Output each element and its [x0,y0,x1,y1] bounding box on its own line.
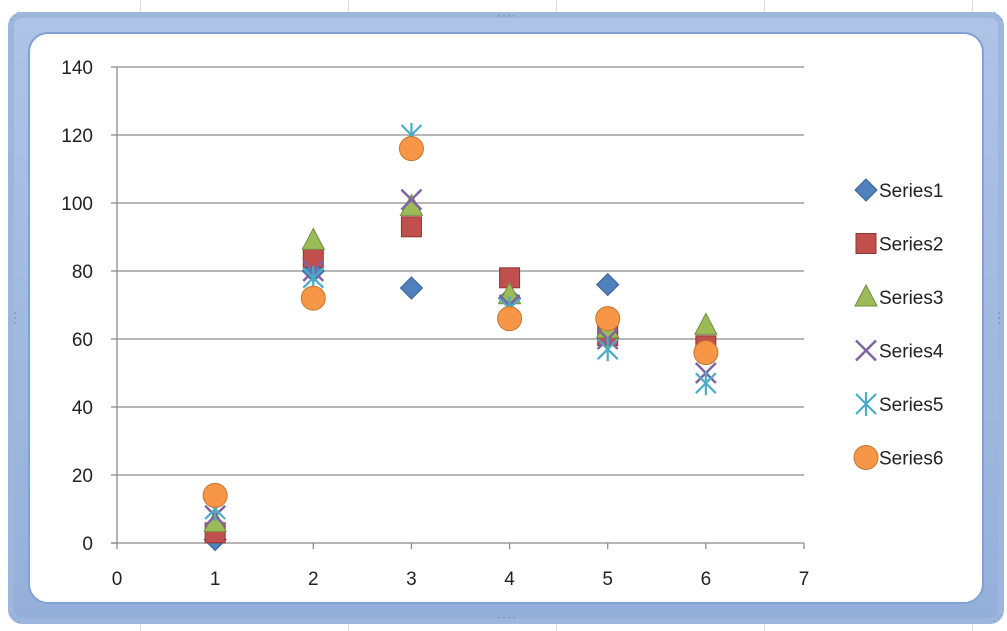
legend-marker [855,392,877,416]
x-tick-label: 3 [406,569,417,590]
legend: Series1 Series2 Series3 Series4 Series5 Serie… [853,178,944,470]
series-6-point [300,285,326,311]
legend-label: Series2 [879,235,943,256]
resize-handle-bottom-right[interactable]: ⋰ [993,613,1003,624]
series-5 [204,123,717,521]
y-tick-label: 20 [72,466,93,487]
x-tick-label: 1 [210,569,221,590]
series-2 [204,216,717,544]
legend-item-3: Series3 [854,283,943,309]
x-tick-label: 0 [112,569,123,590]
x-tick-label: 6 [701,569,712,590]
resize-handle-top-right[interactable]: ⋱ [993,11,1003,22]
legend-label: Series4 [879,342,944,363]
legend-item-6: Series6 [853,445,943,470]
series-5-point [596,337,619,362]
legend-item-4: Series4 [855,339,944,363]
legend-label: Series6 [879,449,943,470]
series-6-point [595,306,621,332]
resize-handle-bottom-left[interactable]: ⋱ [10,613,20,624]
y-tick-label: 60 [72,330,93,351]
legend-label: Series1 [879,181,943,202]
series-3 [203,193,718,533]
series-2-point [400,216,422,238]
y-tick-label: 80 [72,262,93,283]
x-tick-label: 7 [799,569,810,590]
legend-item-2: Series2 [855,233,943,256]
series-1-point [399,276,424,300]
resize-handle-bottom[interactable]: ···· [496,613,517,624]
y-tick-label: 40 [72,398,93,419]
legend-item-1: Series1 [854,178,943,202]
series-6 [202,136,719,508]
series-6-point [693,340,719,366]
resize-handle-top-left[interactable]: ⋰ [10,11,20,22]
x-tick-label: 4 [504,569,515,590]
legend-marker [853,445,879,470]
series-3-point [301,227,326,250]
legend-label: Series3 [879,288,943,309]
legend-marker [854,178,878,202]
series-6-point [398,136,424,162]
series-6-point [497,306,523,332]
y-tick-label: 140 [61,58,93,79]
legend-label: Series5 [879,395,943,416]
series-3-point [694,312,718,335]
series-6-point [202,482,228,508]
legend-marker [854,283,878,307]
legend-marker [855,233,877,254]
y-tick-label: 100 [61,194,93,215]
series-1 [203,259,718,552]
resize-handle-right[interactable]: ··· [993,310,1004,326]
series-3-point [399,193,424,216]
x-tick-label: 2 [308,569,319,590]
x-tick-label: 5 [602,569,613,590]
series-5-point [695,371,717,396]
resize-handle-top[interactable]: ···· [496,11,517,22]
series-1-point [596,272,620,297]
legend-marker [855,339,877,362]
y-tick-label: 120 [61,126,93,147]
series-4-point [400,188,423,211]
legend-item-5: Series5 [855,392,943,416]
resize-handle-left[interactable]: ··· [9,310,20,326]
y-tick-label: 0 [82,534,93,555]
